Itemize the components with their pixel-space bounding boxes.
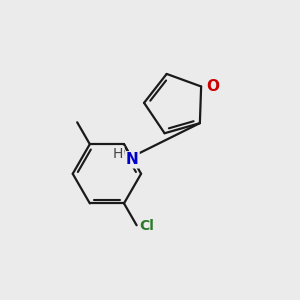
Text: N: N xyxy=(126,152,139,167)
Text: O: O xyxy=(206,79,220,94)
Text: Cl: Cl xyxy=(140,219,154,233)
Text: H: H xyxy=(113,147,123,161)
